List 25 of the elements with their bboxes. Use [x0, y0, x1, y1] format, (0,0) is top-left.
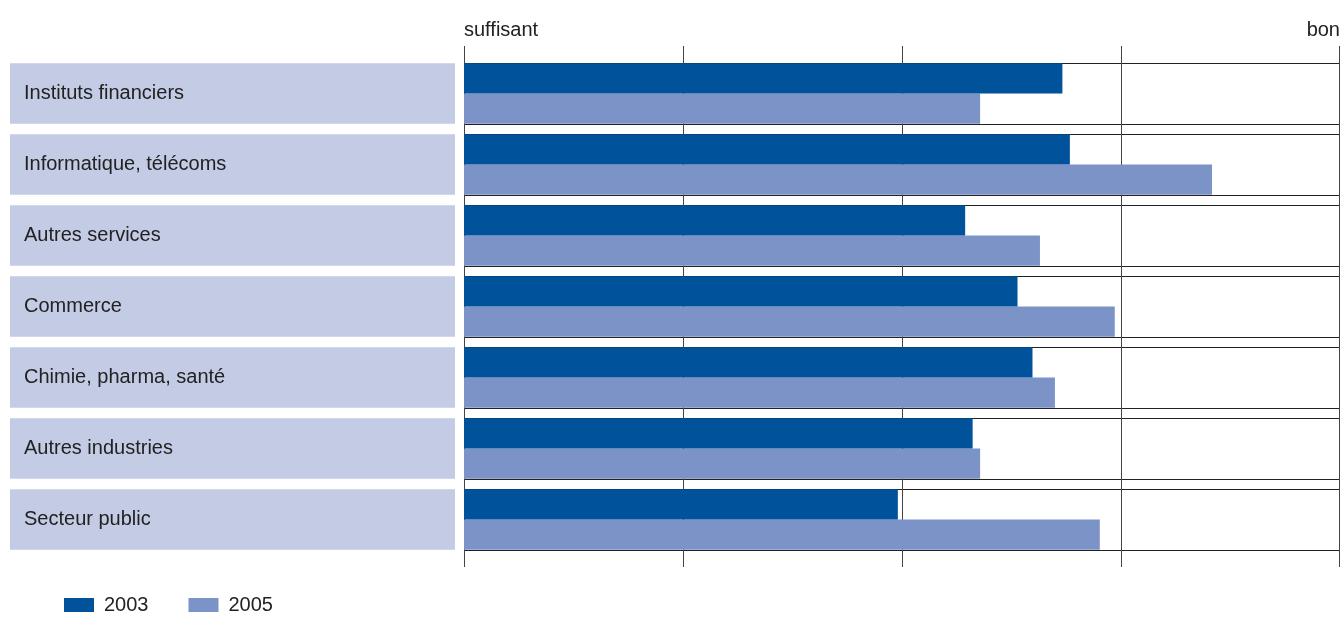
bar	[464, 134, 1070, 165]
y-tick-label: Autres industries	[24, 436, 173, 459]
y-tick-label: Informatique, télécoms	[24, 152, 227, 175]
bar	[464, 448, 981, 479]
bar	[464, 519, 1100, 550]
bar	[464, 93, 981, 124]
legend-label: 2005	[228, 592, 273, 615]
text: suffisant	[464, 17, 539, 40]
bar	[464, 418, 973, 449]
legend-label: 2003	[104, 592, 149, 615]
y-tick-label: Commerce	[24, 294, 122, 317]
bar	[464, 63, 1063, 94]
y-tick-label: Chimie, pharma, santé	[24, 365, 226, 388]
bar	[464, 489, 898, 520]
y-tick-label: Autres services	[24, 223, 161, 246]
bar	[464, 164, 1212, 195]
text: bon	[1306, 17, 1340, 40]
y-tick-label: Instituts financiers	[24, 81, 185, 104]
bar	[464, 306, 1115, 337]
bar	[464, 276, 1018, 307]
bar	[464, 377, 1055, 408]
bar	[464, 347, 1033, 378]
bar	[464, 205, 966, 236]
bar	[464, 235, 1040, 266]
y-tick-label: Secteur public	[24, 507, 151, 530]
